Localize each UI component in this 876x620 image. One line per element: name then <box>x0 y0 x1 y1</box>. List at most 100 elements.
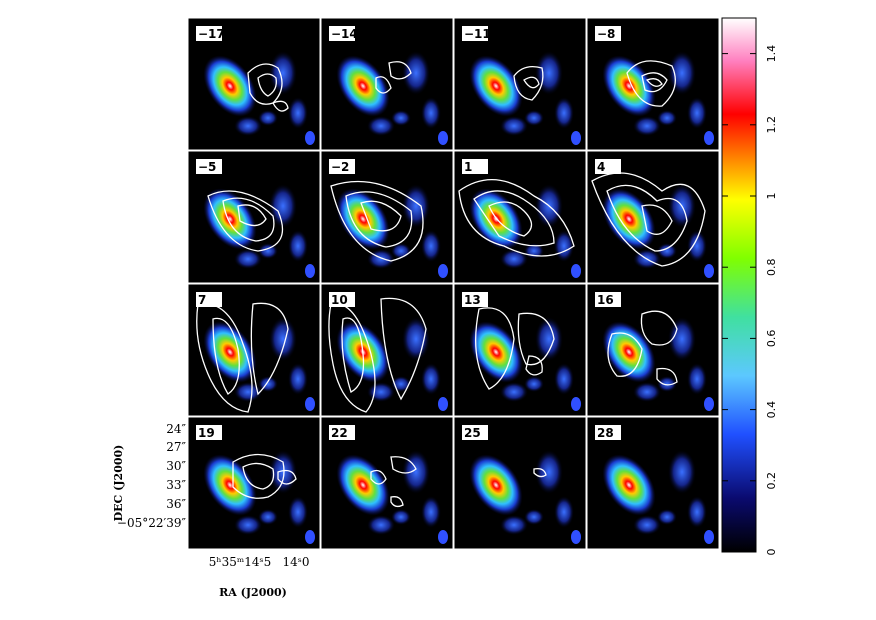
panel-border <box>187 283 321 417</box>
panel-border <box>453 283 587 417</box>
colorbar-tick-label: 0.8 <box>765 258 778 276</box>
channel-panel: −8 <box>586 17 720 151</box>
contour-line <box>641 204 673 235</box>
emission-blob <box>657 376 677 392</box>
velocity-label-box <box>595 425 621 440</box>
panel-grid: −17 −14 −11 −8 −5 −2 1 4 7 10 13 16 19 22 25 28 <box>187 17 720 550</box>
contour-line <box>473 190 555 247</box>
emission-blob <box>535 51 563 95</box>
emission-blob <box>633 382 661 402</box>
emission-blob <box>668 51 696 95</box>
ra-tick-2: 14ˢ0 <box>283 555 310 569</box>
beam-ellipse <box>305 397 315 411</box>
emission-blob <box>687 97 707 129</box>
emission-blob <box>657 243 677 259</box>
velocity-label: 16 <box>595 292 621 307</box>
colorbar-ticks: 0 0.2 0.4 0.6 0.8 1 1.2 1.4 <box>722 45 778 556</box>
contour-line <box>257 73 277 97</box>
panel-border <box>586 17 720 151</box>
emission-blob <box>402 450 430 494</box>
contour-line <box>533 467 547 478</box>
core-emission <box>336 55 390 117</box>
contour-line <box>607 332 643 377</box>
dec-axis-title: DEC (J2000) <box>112 445 125 522</box>
panel-border <box>586 283 720 417</box>
velocity-label-box <box>462 159 488 174</box>
contour-line <box>525 355 543 376</box>
channel-panel: 16 <box>586 283 720 417</box>
channel-panel: −2 <box>320 150 454 284</box>
contour-line <box>640 310 678 346</box>
emission-blob <box>288 496 308 528</box>
contour-line <box>606 184 688 252</box>
velocity-label: −11 <box>462 26 491 41</box>
core-emission <box>469 454 523 516</box>
velocity-label-box <box>462 292 488 307</box>
velocity-label: 13 <box>462 292 488 307</box>
emission-blob <box>687 363 707 395</box>
velocity-label-box <box>462 425 488 440</box>
contour-line <box>272 100 289 112</box>
emission-blob <box>367 382 395 402</box>
velocity-label-box <box>462 26 488 41</box>
velocity-label: −2 <box>329 159 355 174</box>
emission-blob <box>234 249 262 269</box>
emission-blob <box>500 249 528 269</box>
emission-blob <box>687 496 707 528</box>
velocity-label-text: 4 <box>597 160 605 174</box>
emission-blob <box>269 51 297 95</box>
emission-blob <box>288 363 308 395</box>
contour-line <box>360 200 402 232</box>
core-emission <box>469 55 523 117</box>
contour-line <box>250 302 289 396</box>
contour-line <box>591 172 706 267</box>
contour-line <box>330 180 424 262</box>
core-emission <box>203 321 257 383</box>
velocity-label-box <box>595 292 621 307</box>
beam-ellipse <box>704 264 714 278</box>
panel-border <box>320 17 454 151</box>
velocity-label-text: −17 <box>198 27 225 41</box>
velocity-label-box <box>196 26 222 41</box>
velocity-label-box <box>196 425 222 440</box>
panel-border <box>320 283 454 417</box>
beam-ellipse <box>305 131 315 145</box>
velocity-label-text: −2 <box>331 160 349 174</box>
dec-tick-label: 30″ <box>166 459 186 473</box>
beam-ellipse <box>438 264 448 278</box>
velocity-label-box <box>329 159 355 174</box>
emission-blob <box>402 51 430 95</box>
emission-blob <box>535 317 563 361</box>
velocity-label-text: 19 <box>198 426 215 440</box>
core-emission <box>336 188 390 250</box>
dec-tick-labels: 24″ 27″ 30″ 33″ 36″ −05°22′39″ <box>117 422 187 530</box>
velocity-label-text: 7 <box>198 293 206 307</box>
contour-line <box>222 197 275 242</box>
contour-line <box>641 72 668 93</box>
ra-axis-title: RA (J2000) <box>219 586 287 599</box>
velocity-label-box <box>595 26 621 41</box>
channel-panel: −11 <box>453 17 587 151</box>
channel-panel: 28 <box>586 416 720 550</box>
emission-blob <box>500 116 528 136</box>
contour-line <box>242 462 275 490</box>
emission-blob <box>421 97 441 129</box>
channel-panel: 22 <box>320 416 454 550</box>
channel-panel: 19 <box>187 416 321 550</box>
velocity-label: 7 <box>196 292 222 307</box>
emission-blob <box>668 450 696 494</box>
dec-tick-label: 33″ <box>166 478 186 492</box>
emission-blob <box>234 515 262 535</box>
velocity-label-box <box>329 425 355 440</box>
velocity-label: −14 <box>329 26 358 41</box>
contour-line <box>645 78 663 87</box>
colorbar-tick-label: 0.2 <box>765 472 778 490</box>
emission-blob <box>421 363 441 395</box>
channel-panel: 10 <box>320 283 454 417</box>
contour-line <box>207 190 284 252</box>
velocity-label-box <box>595 159 621 174</box>
velocity-label-text: 28 <box>597 426 614 440</box>
colorbar-tick-label: 0 <box>765 549 778 556</box>
velocity-label-text: 1 <box>464 160 472 174</box>
velocity-label: 1 <box>462 159 488 174</box>
